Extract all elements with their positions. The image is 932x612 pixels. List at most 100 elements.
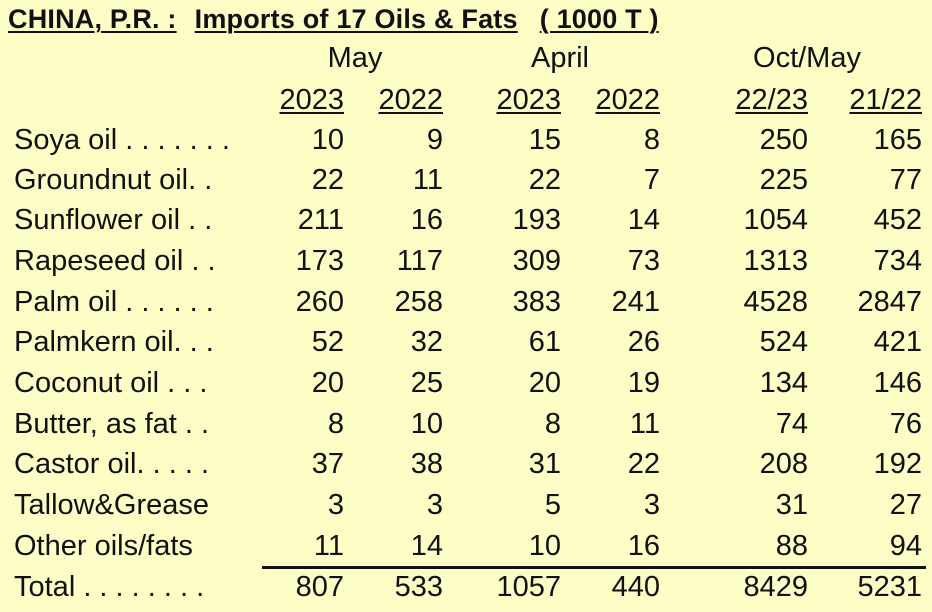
- cell-value: 20: [311, 367, 344, 399]
- table-row: Palm oil . . . . . . 260 258 383 241 452…: [0, 286, 932, 326]
- cell-value: 19: [627, 367, 660, 399]
- column-year-oct-may-22-23: 22/23: [735, 84, 808, 116]
- cell-value: 734: [873, 245, 922, 277]
- column-group-oct-may: Oct/May: [753, 42, 861, 74]
- total-value: 440: [611, 571, 660, 603]
- cell-value: 10: [528, 530, 561, 562]
- total-value: 533: [394, 571, 443, 603]
- cell-value: 250: [759, 124, 808, 156]
- cell-value: 421: [873, 326, 922, 358]
- table-row: Palmkern oil. . . 52 32 61 26 524 421: [0, 326, 932, 366]
- cell-value: 16: [627, 530, 660, 562]
- cell-value: 22: [627, 448, 660, 480]
- cell-value: 52: [311, 326, 344, 358]
- cell-value: 258: [394, 286, 443, 318]
- table-row: Soya oil . . . . . . . 10 9 15 8 250 165: [0, 124, 932, 164]
- cell-value: 26: [627, 326, 660, 358]
- row-label: Tallow&Grease: [14, 489, 210, 521]
- cell-value: 192: [873, 448, 922, 480]
- cell-value: 4528: [743, 286, 808, 318]
- cell-value: 2847: [857, 286, 922, 318]
- cell-value: 8: [643, 124, 660, 156]
- row-label: Other oils/fats: [14, 530, 193, 562]
- row-label: Groundnut oil. .: [14, 164, 213, 196]
- cell-value: 7: [643, 164, 660, 196]
- title-country: CHINA, P.R. :: [8, 4, 177, 34]
- cell-value: 73: [627, 245, 660, 277]
- row-label: Palm oil . . . . . .: [14, 286, 214, 318]
- cell-value: 10: [311, 124, 344, 156]
- column-year-oct-may-21-22: 21/22: [849, 84, 922, 116]
- total-value: 807: [295, 571, 344, 603]
- cell-value: 20: [528, 367, 561, 399]
- cell-value: 76: [889, 408, 922, 440]
- row-label: Castor oil. . . . .: [14, 448, 209, 480]
- cell-value: 241: [611, 286, 660, 318]
- title-subject: Imports of 17 Oils & Fats: [194, 4, 518, 34]
- table-row: Groundnut oil. . 22 11 22 7 225 77: [0, 164, 932, 204]
- total-value: 8429: [743, 571, 808, 603]
- cell-value: 31: [775, 489, 808, 521]
- column-year-april-2022: 2022: [595, 84, 660, 116]
- cell-value: 1313: [743, 245, 808, 277]
- cell-value: 25: [410, 367, 443, 399]
- column-year-may-2022: 2022: [378, 84, 443, 116]
- row-label: Butter, as fat . .: [14, 408, 210, 440]
- cell-value: 8: [327, 408, 344, 440]
- total-value: 5231: [857, 571, 922, 603]
- table-row: Tallow&Grease 3 3 5 3 31 27: [0, 489, 932, 529]
- cell-value: 14: [410, 530, 443, 562]
- cell-value: 5: [544, 489, 561, 521]
- cell-value: 1054: [743, 204, 808, 236]
- table-row: Rapeseed oil . . 173 117 309 73 1313 734: [0, 245, 932, 285]
- total-label: Total . . . . . . . .: [14, 571, 205, 603]
- row-label: Palmkern oil. . .: [14, 326, 214, 358]
- cell-value: 32: [410, 326, 443, 358]
- table-row: Sunflower oil . . 211 16 193 14 1054 452: [0, 204, 932, 244]
- cell-value: 27: [889, 489, 922, 521]
- cell-value: 11: [313, 530, 344, 562]
- cell-value: 3: [643, 489, 660, 521]
- row-label: Sunflower oil . .: [14, 204, 213, 236]
- cell-value: 225: [759, 164, 808, 196]
- cell-value: 15: [528, 124, 561, 156]
- cell-value: 3: [327, 489, 344, 521]
- title-unit: ( 1000 T ): [539, 4, 659, 34]
- cell-value: 309: [512, 245, 561, 277]
- table-row: Butter, as fat . . 8 10 8 11 74 76: [0, 408, 932, 448]
- column-group-may: May: [327, 42, 383, 74]
- cell-value: 74: [775, 408, 808, 440]
- column-group-april: April: [530, 42, 589, 74]
- cell-value: 9: [426, 124, 443, 156]
- cell-value: 146: [873, 367, 922, 399]
- cell-value: 16: [410, 204, 443, 236]
- cell-value: 38: [410, 448, 443, 480]
- table-row: Other oils/fats 11 14 10 16 88 94: [0, 530, 932, 570]
- column-year-may-2023: 2023: [279, 84, 344, 116]
- cell-value: 88: [775, 530, 808, 562]
- cell-value: 3: [426, 489, 443, 521]
- cell-value: 173: [295, 245, 344, 277]
- cell-value: 94: [889, 530, 922, 562]
- cell-value: 524: [759, 326, 808, 358]
- cell-value: 10: [410, 408, 443, 440]
- row-label: Coconut oil . . .: [14, 367, 208, 399]
- cell-value: 8: [544, 408, 561, 440]
- cell-value: 193: [512, 204, 561, 236]
- cell-value: 452: [873, 204, 922, 236]
- cell-value: 11: [629, 408, 660, 440]
- row-label: Rapeseed oil . .: [14, 245, 216, 277]
- row-label: Soya oil . . . . . . .: [14, 124, 230, 156]
- cell-value: 117: [396, 245, 443, 277]
- cell-value: 383: [512, 286, 561, 318]
- column-year-april-2023: 2023: [496, 84, 561, 116]
- cell-value: 61: [528, 326, 561, 358]
- cell-value: 37: [311, 448, 344, 480]
- total-row: Total . . . . . . . . 807 533 1057 440 8…: [0, 571, 932, 611]
- cell-value: 134: [759, 367, 808, 399]
- cell-value: 11: [412, 164, 443, 196]
- cell-value: 208: [759, 448, 808, 480]
- cell-value: 260: [295, 286, 344, 318]
- total-divider: [262, 566, 926, 569]
- cell-value: 31: [528, 448, 561, 480]
